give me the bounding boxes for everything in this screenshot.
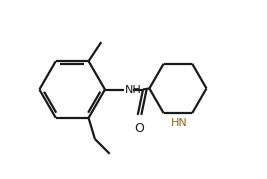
Text: HN: HN: [171, 118, 187, 129]
Text: NH: NH: [125, 84, 142, 95]
Text: O: O: [135, 122, 144, 135]
